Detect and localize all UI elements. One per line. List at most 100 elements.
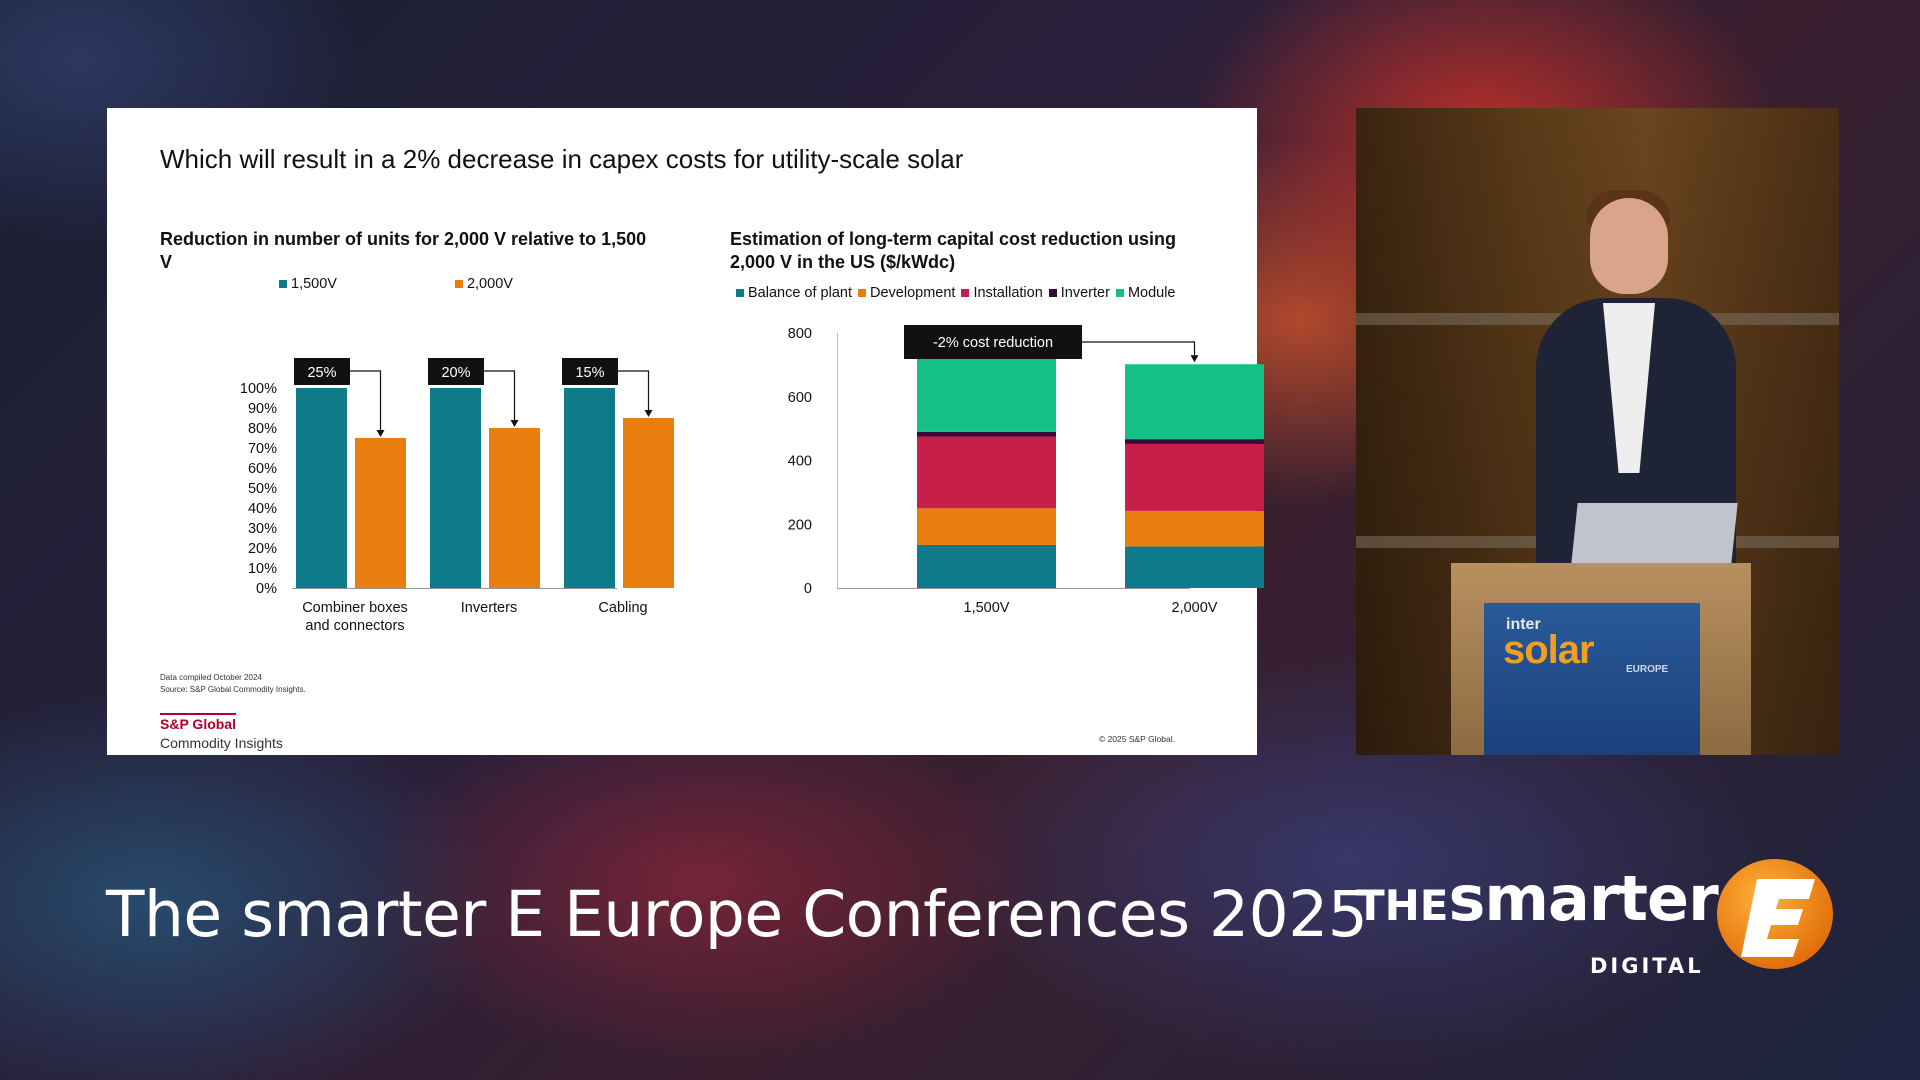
logo-smarter: smarter xyxy=(1448,862,1719,935)
y-tick-label: 30% xyxy=(248,521,277,537)
stacked-bar-segment xyxy=(1125,443,1264,511)
the-smarter-e-logo: THEsmarter xyxy=(1356,862,1719,935)
legend-swatch xyxy=(454,280,463,288)
chart2-legend-item: Installation xyxy=(961,285,1043,301)
chart1-legend: 1,500V 2,000V xyxy=(279,276,513,292)
stacked-bar-segment xyxy=(917,431,1056,437)
logo-the: THE xyxy=(1356,881,1449,930)
y-tick-label: 100% xyxy=(240,381,277,397)
y-tick-label: 80% xyxy=(248,421,277,437)
legend-label: Installation xyxy=(973,285,1043,301)
y-tick-label: 400 xyxy=(788,454,812,470)
x-tick-label: 1,500V xyxy=(964,600,1010,616)
bar xyxy=(564,388,615,588)
chart2-legend-item: Inverter xyxy=(1048,285,1110,301)
legend-label: Module xyxy=(1127,285,1176,301)
legend-label: Development xyxy=(870,285,956,301)
chart2-legend-item: Development xyxy=(858,285,955,301)
legend-label: 2,000V xyxy=(466,276,513,292)
chart1-legend-item: 2,000V xyxy=(454,276,513,292)
legend-swatch xyxy=(736,289,744,297)
footnote-source: Source: S&P Global Commodity Insights. xyxy=(160,685,306,694)
x-tick-label: and connectors xyxy=(305,618,404,634)
chart1-title: Reduction in number of units for 2,000 V… xyxy=(160,229,647,272)
bar xyxy=(623,418,674,588)
speaker-head xyxy=(1590,198,1668,294)
podium-logo-region: EUROPE xyxy=(1626,664,1669,675)
annotation-arrow-head xyxy=(510,420,519,427)
copyright: © 2025 S&P Global. xyxy=(1098,734,1175,744)
podium-panel xyxy=(1484,603,1700,755)
chart2-svg: 0 200 400 600 800 1,500V 2,000V -2% cost reduct… xyxy=(788,325,1264,616)
bar xyxy=(355,438,406,588)
stacked-bar-segment xyxy=(917,436,1056,509)
annotation-label: -2% cost reduction xyxy=(933,335,1053,351)
y-tick-label: 200 xyxy=(788,517,812,533)
smarter-e-emblem-icon xyxy=(1717,859,1833,969)
legend-label: 1,500V xyxy=(291,276,337,292)
stacked-bar-segment xyxy=(1125,364,1264,440)
legend-swatch xyxy=(279,280,287,288)
annotation-arrow-head xyxy=(644,410,653,417)
legend-swatch xyxy=(1115,289,1124,297)
bar xyxy=(489,428,540,588)
x-tick-label: Inverters xyxy=(461,600,517,616)
x-tick-label: Cabling xyxy=(598,600,647,616)
legend-swatch xyxy=(961,289,970,297)
y-tick-label: 20% xyxy=(248,541,277,557)
footnote-compiled: Data compiled October 2024 xyxy=(160,673,262,682)
y-tick-label: 40% xyxy=(248,501,277,517)
brand-top: S&P Global xyxy=(160,713,236,732)
y-tick-label: 0 xyxy=(804,581,812,597)
annotation-arrow-line xyxy=(350,370,382,432)
chart1-svg: 0% 10% 20% 30% 40% 50% 60% 70% 80% 90% 100% Combine… xyxy=(240,358,674,634)
y-tick-label: 800 xyxy=(788,326,812,342)
annotation-arrow-line xyxy=(1082,341,1196,358)
chart2-legend-item: Module xyxy=(1115,285,1176,301)
speaker-camera-feed: inter solar EUROPE xyxy=(1356,108,1839,755)
y-tick-label: 10% xyxy=(248,561,277,577)
conference-title: The smarter E Europe Conferences 2025 xyxy=(106,878,1368,951)
annotation-label: 15% xyxy=(575,365,604,381)
stacked-bar-segment xyxy=(1125,546,1264,588)
annotation-arrow-line xyxy=(618,370,650,412)
bar xyxy=(430,388,481,588)
chart2-title: Estimation of long-term capital cost red… xyxy=(730,229,1177,272)
annotation-label: 20% xyxy=(441,365,470,381)
annotation-box xyxy=(562,358,618,385)
legend-label: Inverter xyxy=(1060,285,1110,301)
x-tick-label: Combiner boxes xyxy=(302,600,408,616)
annotation-box xyxy=(428,358,484,385)
annotation-arrow-line xyxy=(484,370,516,422)
y-tick-label: 0% xyxy=(256,581,277,597)
y-tick-label: 60% xyxy=(248,461,277,477)
x-tick-label: 2,000V xyxy=(1172,600,1218,616)
slide-title: Which will result in a 2% decrease in ca… xyxy=(160,144,964,174)
annotation-arrow-head xyxy=(1190,355,1199,363)
logo-digital: DIGITAL xyxy=(1590,954,1704,978)
chart2-legend-item: Balance of plant xyxy=(736,285,852,301)
legend-label: Balance of plant xyxy=(748,285,852,301)
annotation-arrow-head xyxy=(376,430,385,437)
podium-logo-big: solar xyxy=(1503,628,1595,672)
stacked-bar-segment xyxy=(1125,439,1264,444)
stacked-bar-segment xyxy=(1125,510,1264,547)
stacked-bar-segment xyxy=(917,544,1056,588)
y-tick-label: 600 xyxy=(788,390,812,406)
brand-bottom: Commodity Insights xyxy=(160,735,283,751)
legend-swatch xyxy=(858,289,866,297)
presentation-slide: Which will result in a 2% decrease in ca… xyxy=(107,108,1264,755)
y-tick-label: 70% xyxy=(248,441,277,457)
annotation-box xyxy=(294,358,350,385)
y-tick-label: 50% xyxy=(248,481,277,497)
y-tick-label: 90% xyxy=(248,401,277,417)
annotation-label: 25% xyxy=(307,365,336,381)
stacked-bar-segment xyxy=(917,508,1056,545)
podium-logo-small: inter xyxy=(1506,616,1541,633)
annotation-box xyxy=(904,325,1082,359)
sp-global-logo: S&P Global Commodity Insights xyxy=(160,713,283,751)
chart2-legend: Balance of plant Development Installation I… xyxy=(736,285,1176,301)
bar xyxy=(296,388,347,588)
legend-swatch xyxy=(1048,289,1057,297)
stacked-bar-segment xyxy=(917,358,1056,432)
